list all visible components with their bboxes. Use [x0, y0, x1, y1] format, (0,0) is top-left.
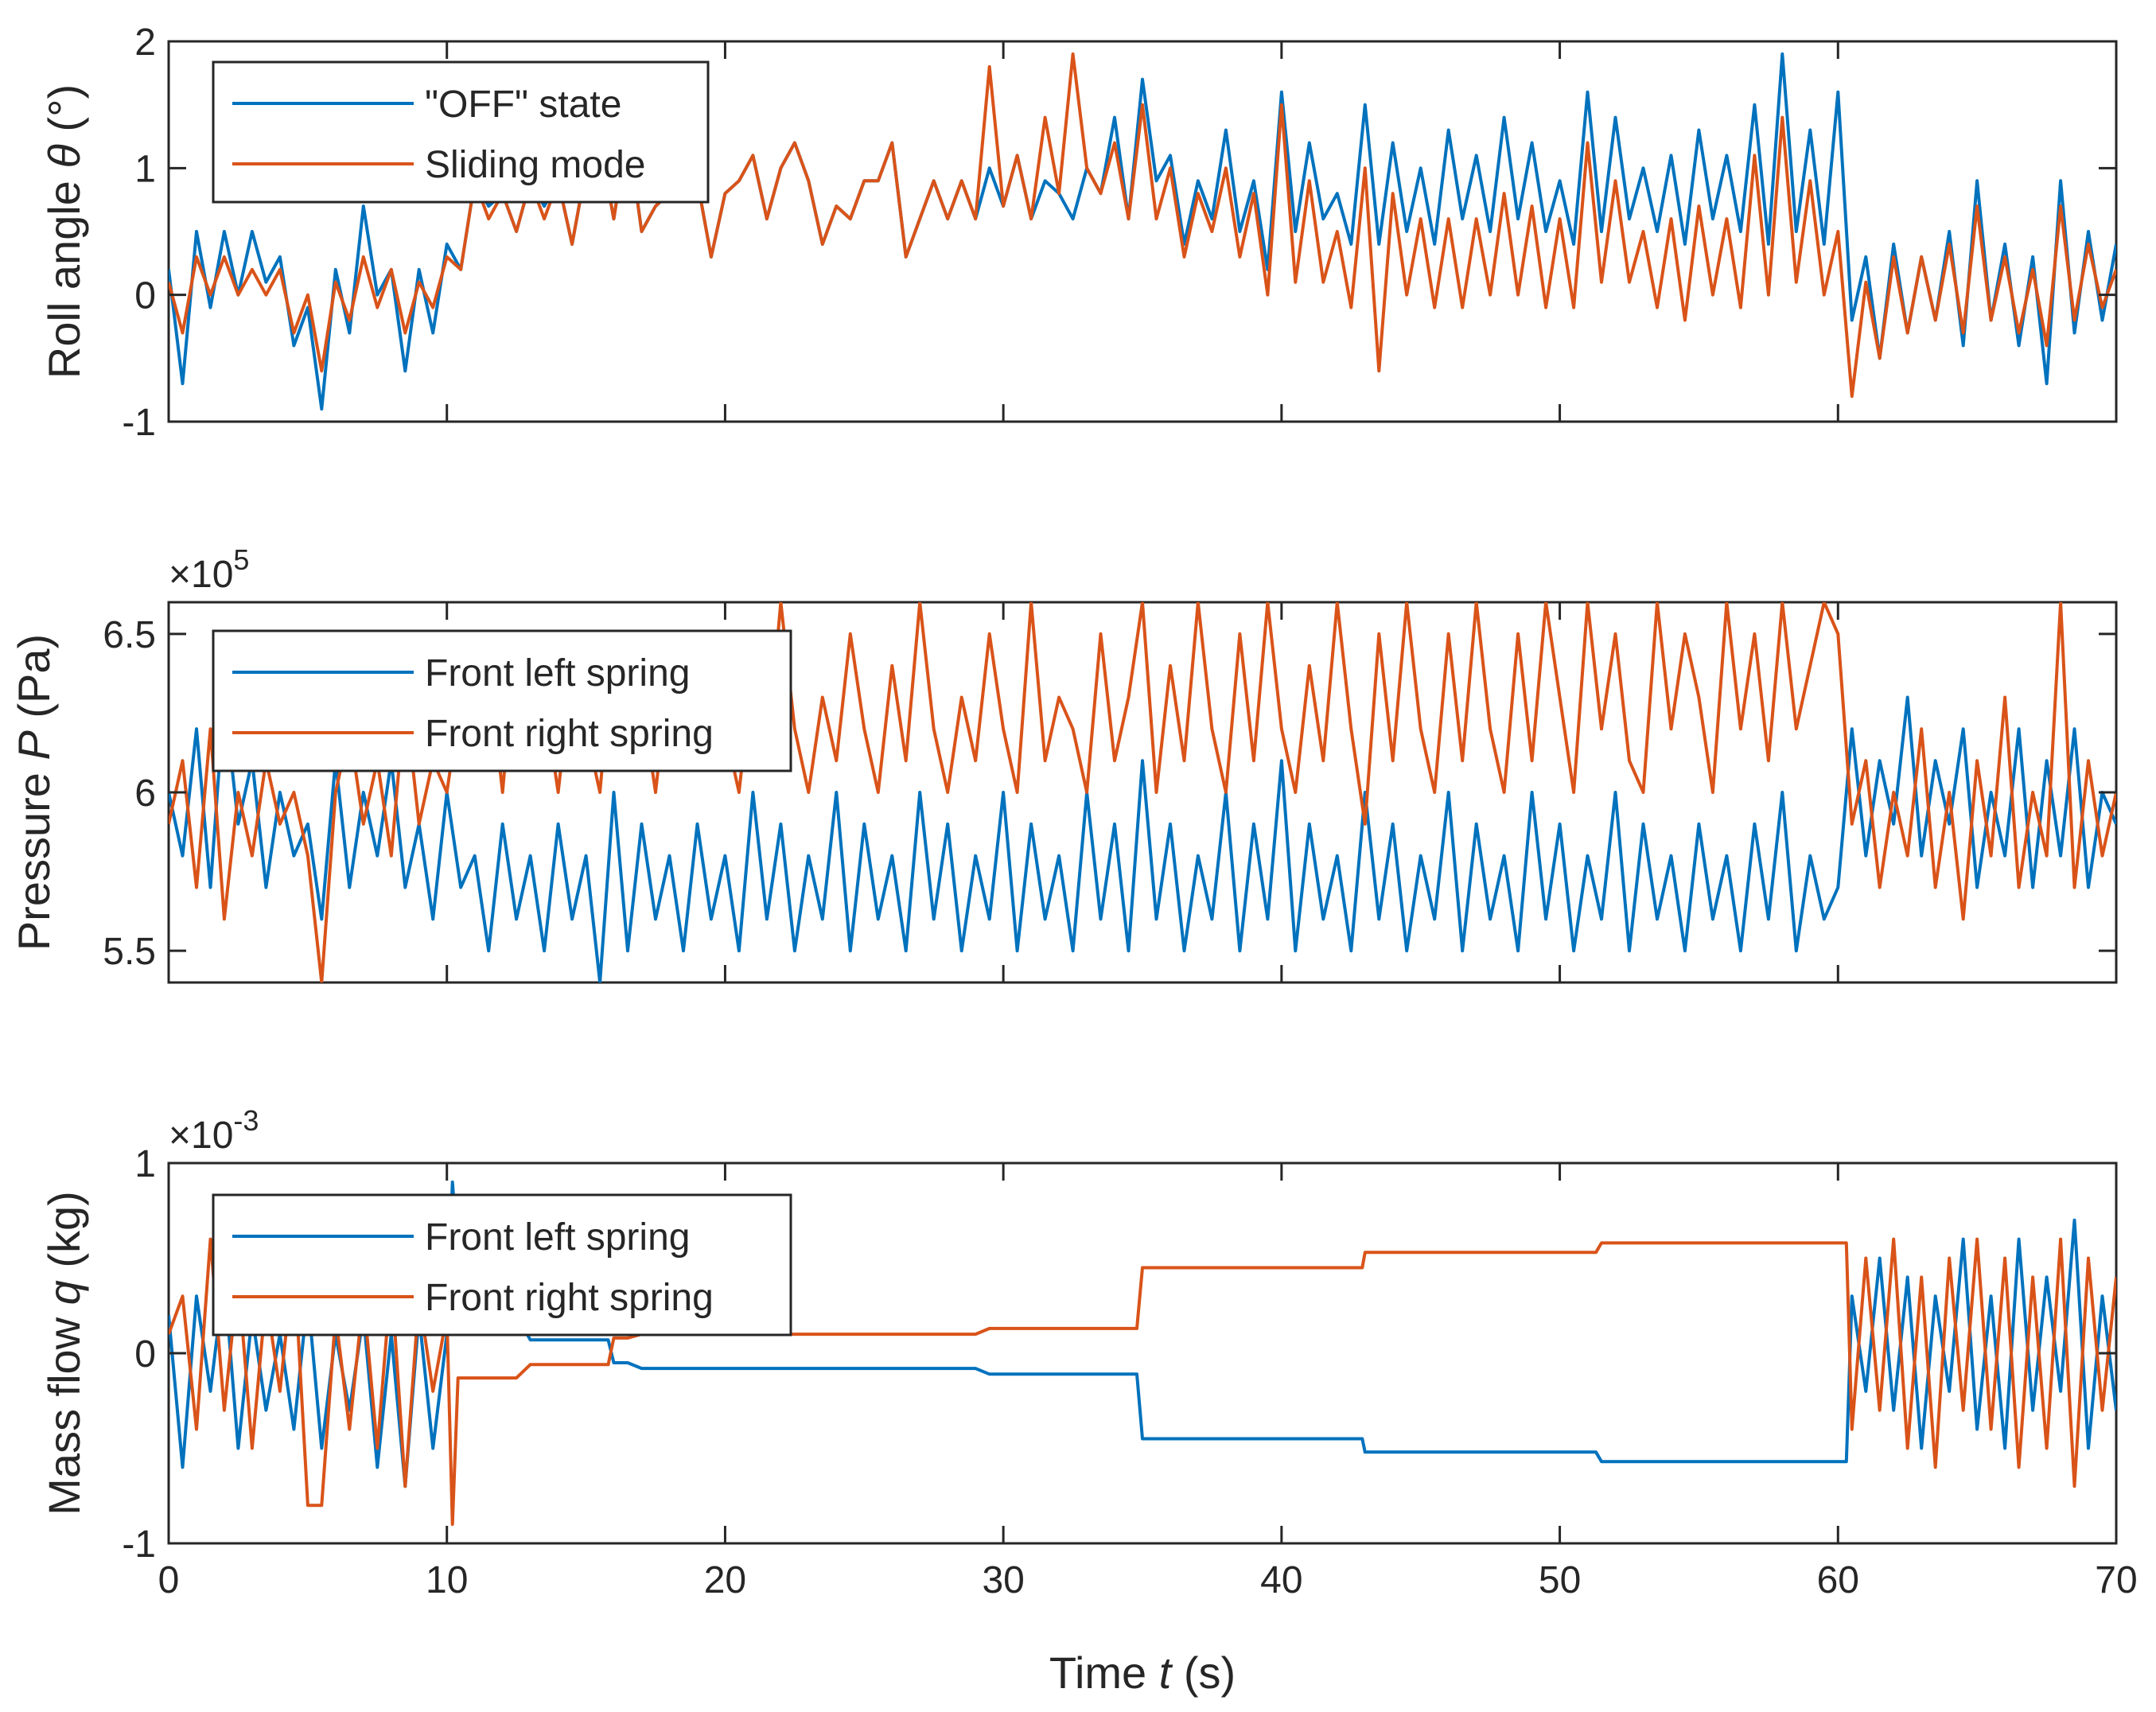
legend-pressure: Front left spring Front right spring: [212, 629, 792, 772]
legend-label-front-right-flow: Front right spring: [425, 1277, 714, 1319]
x-tick-label-2-2: 20: [704, 1559, 746, 1601]
y-axis-label-roll-angle-prefix: Roll angle: [39, 169, 89, 379]
x-tick-label-2-7: 70: [2095, 1559, 2137, 1601]
y-axis-label-pressure-suffix: (Pa): [9, 634, 59, 730]
ticks-mass-flow: 0 10 20 30 40 50 60 70-101: [122, 1143, 2137, 1601]
y-axis-label-pressure-var: P: [9, 730, 59, 760]
y-tick-label-2-1: 0: [134, 1333, 156, 1375]
exponent-base-pressure: ×10: [169, 554, 233, 596]
x-tick-label-2-1: 10: [426, 1559, 468, 1601]
exponent-base-mass-flow: ×10: [169, 1115, 233, 1157]
x-tick-label-2-6: 60: [1817, 1559, 1859, 1601]
x-tick-label-2-4: 40: [1260, 1559, 1302, 1601]
legend-label-off-state: "OFF" state: [425, 84, 621, 126]
x-axis-label-var: t: [1159, 1648, 1173, 1698]
series-line-1-0: [169, 695, 2116, 982]
panel-roll-angle: -1 0 1 2 Roll angle θ (°) "OFF" state Slidi…: [39, 21, 2118, 444]
y-tick-label-0-0: -1: [122, 402, 156, 444]
y-tick-label-1-1: 6: [134, 772, 156, 815]
legend-label-front-left-flow: Front left spring: [425, 1216, 690, 1259]
panel-pressure: 5.5 6 6.5 ×105 Pressure P (Pa) Front left …: [9, 543, 2118, 984]
panel-mass-flow: 0 10 20 30 40 50 60 70-101 ×10-3 Mass flow q (k…: [39, 1104, 2138, 1601]
y-axis-label-pressure-prefix: Pressure: [9, 761, 59, 951]
x-axis-label-prefix: Time: [1049, 1648, 1159, 1698]
x-tick-label-2-5: 50: [1539, 1559, 1581, 1601]
y-axis-label-roll-angle-suffix: (°): [39, 84, 89, 144]
series-lines-mass-flow: [169, 1180, 2116, 1527]
y-tick-label-1-0: 5.5: [103, 931, 156, 973]
legend-box-roll-angle: [212, 60, 710, 204]
exponent-power-mass-flow: -3: [233, 1104, 259, 1137]
legend-label-front-right-pressure: Front right spring: [425, 713, 714, 755]
y-tick-label-1-2: 6.5: [103, 614, 156, 656]
y-tick-label-0-3: 2: [134, 21, 156, 64]
ticks-roll-angle: -1 0 1 2: [122, 21, 2118, 444]
legend-mass-flow: Front left spring Front right spring: [212, 1193, 792, 1337]
y-tick-label-2-0: -1: [122, 1523, 156, 1566]
legend-label-sliding-mode: Sliding mode: [425, 144, 646, 186]
legend-roll-angle: "OFF" state Sliding mode: [212, 60, 710, 204]
x-tick-label-2-0: 0: [158, 1559, 180, 1601]
exponent-label-pressure: ×105: [169, 543, 249, 596]
y-tick-label-0-2: 1: [134, 148, 156, 190]
x-axis-label-suffix: (s): [1171, 1648, 1236, 1698]
y-axis-label-mass-flow-var: q: [39, 1280, 89, 1305]
y-tick-label-2-2: 1: [134, 1143, 156, 1185]
legend-label-front-left-pressure: Front left spring: [425, 652, 690, 695]
exponent-label-mass-flow: ×10-3: [169, 1104, 259, 1157]
series-line-0-1: [169, 52, 2116, 399]
y-tick-label-0-1: 0: [134, 275, 156, 317]
y-axis-label-roll-angle-var: θ: [39, 144, 89, 168]
legend-box-pressure: [212, 629, 792, 772]
axes-box-roll-angle: [167, 40, 2118, 423]
exponent-power-pressure: 5: [233, 543, 249, 576]
y-axis-label-mass-flow-suffix: (kg): [39, 1191, 89, 1280]
x-axis-label: Time t (s): [1049, 1648, 1236, 1698]
y-axis-label-pressure: Pressure P (Pa): [9, 634, 59, 951]
series-line-2-1: [169, 1237, 2116, 1527]
y-axis-label-mass-flow-prefix: Mass flow: [39, 1305, 89, 1516]
y-axis-label-mass-flow: Mass flow q (kg): [39, 1191, 89, 1516]
y-axis-label-roll-angle: Roll angle θ (°): [39, 84, 89, 379]
ticks-pressure: 5.5 6 6.5: [103, 602, 2118, 982]
legend-box-mass-flow: [212, 1193, 792, 1337]
x-tick-label-2-3: 30: [982, 1559, 1024, 1601]
